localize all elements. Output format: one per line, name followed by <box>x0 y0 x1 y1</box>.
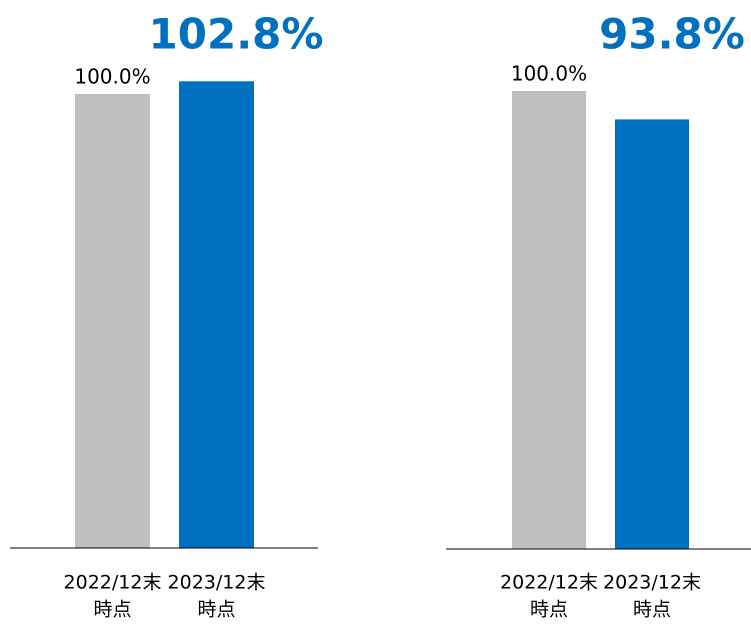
category-label: 2022/12末 <box>500 572 598 594</box>
value-label: 100.0% <box>74 65 150 89</box>
value-label: 100.0% <box>511 62 587 86</box>
bar <box>512 91 586 549</box>
category-label: 時点 <box>633 599 671 621</box>
category-label: 時点 <box>93 599 131 621</box>
value-label-highlight: 93.8% <box>599 10 745 59</box>
category-label: 時点 <box>530 599 568 621</box>
value-label-highlight: 102.8% <box>149 10 324 59</box>
bar <box>75 94 150 548</box>
category-label: 2023/12末 <box>168 572 266 594</box>
bar <box>615 119 689 550</box>
category-label: 2022/12末 <box>64 572 162 594</box>
bar <box>179 81 254 549</box>
category-label: 2023/12末 <box>603 572 701 594</box>
category-label: 時点 <box>197 599 235 621</box>
